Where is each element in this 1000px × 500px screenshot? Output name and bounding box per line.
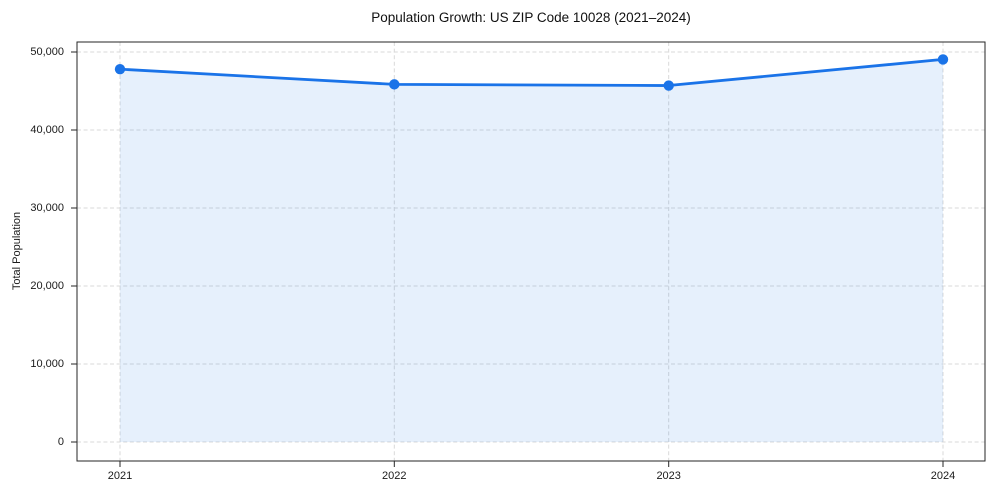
y-axis-label: Total Population	[11, 211, 23, 291]
y-tick-label: 50,000	[30, 46, 64, 58]
axes-border	[76, 41, 986, 462]
y-tick-label: 0	[57, 436, 64, 448]
y-tick-label: 30,000	[30, 202, 64, 214]
data-point-2021	[114, 63, 126, 75]
data-point-2024	[937, 54, 949, 65]
x-tick-label: 2021	[107, 470, 133, 482]
x-tick-label: 2024	[930, 470, 956, 482]
x-tick-label: 2023	[656, 470, 681, 482]
chart-title: Population Growth: US ZIP Code 10028 (20…	[371, 10, 691, 25]
area-fill	[120, 59, 943, 442]
data-point-2022	[389, 79, 400, 90]
x-tick-label: 2022	[382, 470, 407, 482]
y-tick-label: 10,000	[30, 358, 64, 370]
trend-line	[118, 58, 945, 87]
plot-area	[77, 42, 985, 461]
y-tick-label: 20,000	[30, 280, 64, 292]
y-tick-label: 40,000	[30, 124, 64, 136]
data-point-2023	[663, 80, 674, 91]
